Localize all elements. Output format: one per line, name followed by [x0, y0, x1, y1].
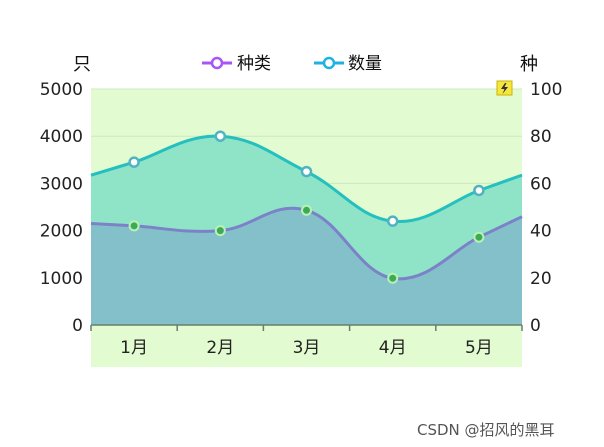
- category-label-0: 1月: [120, 338, 148, 358]
- legend-kinds-label: 种类: [237, 54, 271, 74]
- left-tick-label-3: 3000: [40, 174, 83, 194]
- right-axis-unit: 种: [520, 54, 538, 75]
- category-label-4: 5月: [465, 338, 493, 358]
- left-tick-label-0: 0: [72, 316, 83, 336]
- legend-kinds-marker: [210, 56, 224, 70]
- count-point-3: [386, 215, 399, 227]
- legend-count-marker: [322, 56, 336, 70]
- right-tick-label-5: 100: [530, 80, 562, 100]
- watermark-text: CSDN @招风的黑耳: [417, 421, 555, 439]
- left-axis-unit: 只: [73, 54, 91, 75]
- kinds-point-1: [214, 225, 226, 237]
- left-tick-label-4: 4000: [40, 127, 83, 147]
- kinds-point-3: [387, 272, 399, 284]
- data-markers: [128, 130, 485, 284]
- category-label-2: 3月: [293, 338, 321, 358]
- kinds-point-0: [128, 220, 140, 232]
- count-point-1: [214, 130, 227, 142]
- category-label-3: 4月: [379, 338, 407, 358]
- kinds-point-2: [301, 204, 312, 216]
- axis-labels: 0 1000 2000 3000 4000 5000 0 20 40 60 80 100 1月 2月 3月 4…: [40, 80, 563, 358]
- legend-count-label: 数量: [348, 54, 382, 74]
- legend-item-count[interactable]: 数量: [314, 54, 382, 74]
- left-tick-label-5: 5000: [40, 80, 83, 100]
- right-tick-label-1: 20: [530, 269, 552, 289]
- count-point-0: [128, 156, 140, 168]
- left-tick-label-2: 2000: [40, 222, 83, 242]
- right-tick-label-0: 0: [530, 316, 541, 336]
- series-kinds-area: [91, 208, 522, 325]
- left-tick-label-1: 1000: [40, 269, 83, 289]
- right-tick-label-3: 60: [530, 174, 552, 194]
- count-point-4: [473, 184, 485, 197]
- x-axis-ticks: [90, 325, 523, 331]
- count-point-2: [300, 165, 313, 178]
- lightning-toolbox-icon[interactable]: [496, 80, 513, 96]
- right-tick-label-4: 80: [530, 127, 552, 147]
- category-label-1: 2月: [206, 338, 234, 358]
- right-tick-label-2: 40: [530, 222, 552, 242]
- kinds-point-4: [473, 231, 485, 243]
- legend-item-kinds[interactable]: 种类: [202, 54, 271, 74]
